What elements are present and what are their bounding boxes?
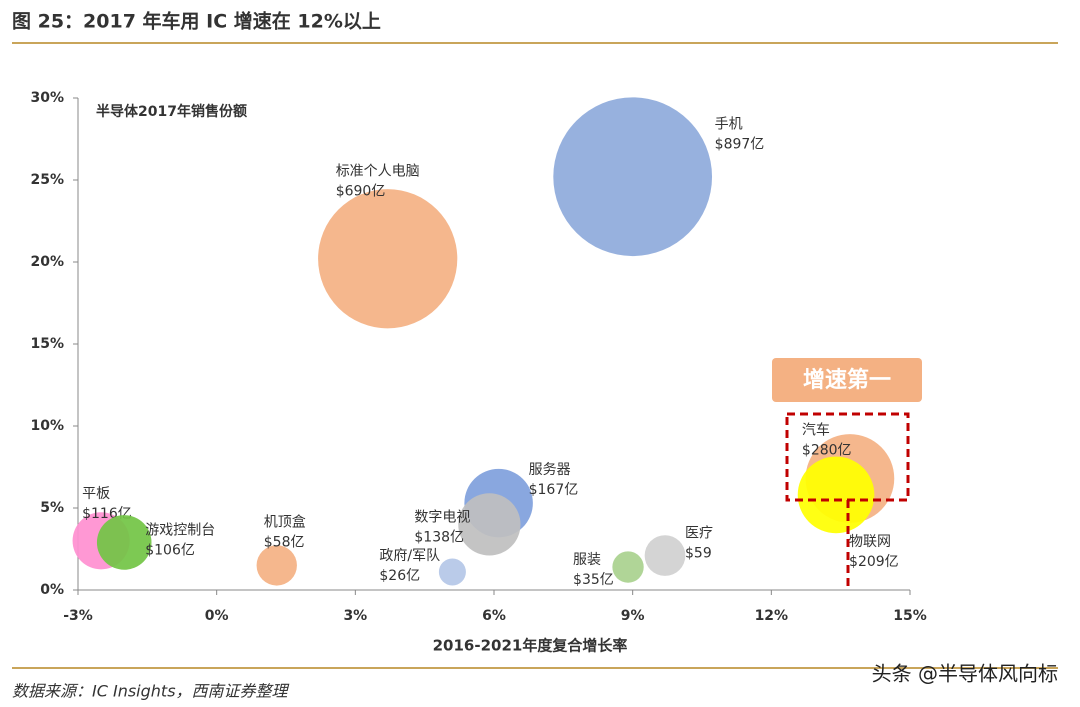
bubble xyxy=(438,558,466,586)
y-tick-label: 0% xyxy=(40,582,64,598)
annotation: 半导体2017年销售份额 xyxy=(96,103,247,120)
plot: 0% 5% 10% 15% 20% 25% 30% -3% 0% 3% 6% 9% 12% 15% 手机 $8… xyxy=(30,90,926,624)
highlight-box xyxy=(772,358,922,402)
page-title: 图 25：2017 年车用 IC 增速在 12%以上 xyxy=(12,10,381,33)
bubble-name: 平板 xyxy=(82,486,110,502)
bubble-size-label: $280亿 xyxy=(802,442,852,458)
bubble xyxy=(458,493,521,556)
bubble-size-label: $106亿 xyxy=(145,542,195,558)
x-tick-label: 0% xyxy=(205,608,229,624)
bubble-name: 手机 xyxy=(715,117,743,133)
bubble-name: 政府/军队 xyxy=(379,548,440,564)
x-tick-label: -3% xyxy=(63,608,93,624)
bubble-name: 医疗 xyxy=(685,526,713,542)
bubble xyxy=(256,545,297,586)
bubble-size-label: $690亿 xyxy=(336,184,386,200)
bubble-size-label: $209亿 xyxy=(849,554,899,570)
y-tick-label: 5% xyxy=(40,500,64,516)
bubble-size-label: $35亿 xyxy=(573,572,614,588)
bubble-name: 游戏控制台 xyxy=(145,522,215,538)
y-tick-label: 15% xyxy=(30,336,64,352)
watermark: 头条 @半导体风向标 xyxy=(872,662,1058,686)
x-tick-label: 6% xyxy=(482,608,506,624)
bubble-size-label: $897亿 xyxy=(715,137,765,153)
bubble-name: 服务器 xyxy=(529,462,571,478)
highlight-text: 增速第一 xyxy=(803,367,891,393)
x-tick-label: 12% xyxy=(755,608,789,624)
bubble-name: 物联网 xyxy=(849,534,891,550)
bubble-name: 标准个人电脑 xyxy=(336,164,420,180)
y-tick-label: 25% xyxy=(30,172,64,188)
x-tick-label: 9% xyxy=(621,608,645,624)
bubble xyxy=(797,456,875,534)
bubble xyxy=(644,535,686,576)
source: 数据来源：IC Insights，西南证券整理 xyxy=(12,682,290,701)
x-axis-label: 2016-2021年度复合增长率 xyxy=(433,637,628,655)
y-tick-label: 30% xyxy=(30,90,64,106)
bubble-size-label: $59 xyxy=(685,546,712,562)
bubble-size-label: $26亿 xyxy=(379,568,420,584)
bubble-name: 机顶盒 xyxy=(264,513,306,530)
bubble xyxy=(318,189,458,329)
bubble-size-label: $167亿 xyxy=(529,482,579,498)
x-tick-label: 3% xyxy=(343,608,367,624)
bubble xyxy=(612,551,644,583)
bubble xyxy=(553,97,713,257)
bubble xyxy=(96,515,152,570)
x-tick-label: 15% xyxy=(893,608,927,624)
bubble-name: 服装 xyxy=(573,552,601,568)
y-tick-label: 20% xyxy=(30,254,64,270)
bubble-name: 数字电视 xyxy=(414,509,470,525)
bubble-size-label: $138亿 xyxy=(414,529,464,545)
y-tick-label: 10% xyxy=(30,418,64,434)
bubble-name: 汽车 xyxy=(802,421,830,438)
bubble-size-label: $58亿 xyxy=(264,534,305,550)
